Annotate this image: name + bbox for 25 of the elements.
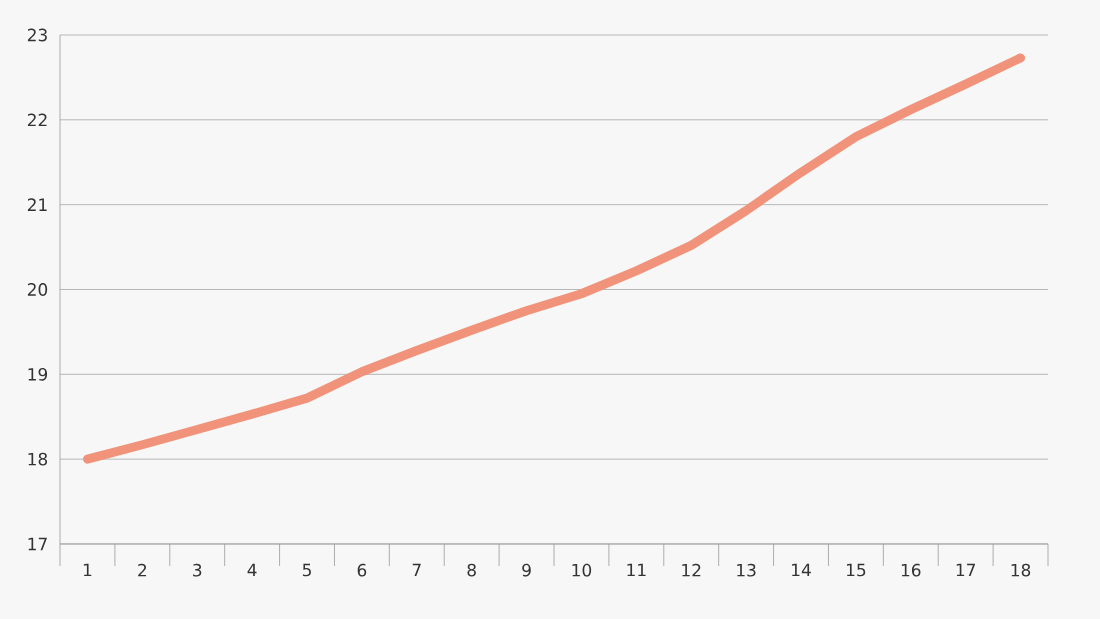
x-tick-label: 16 [901,563,921,577]
x-tick-label: 7 [412,563,421,577]
x-tick-label: 14 [792,563,811,577]
x-tick-label: 11 [627,563,646,577]
y-tick-label: 19 [28,367,48,381]
x-tick-label: 10 [572,563,592,577]
x-tick-label: 17 [956,563,975,577]
y-tick-label: 22 [27,113,47,127]
y-tick-label: 17 [28,537,47,551]
x-tick-label: 5 [302,563,311,577]
x-tick-label: 6 [357,563,367,577]
x-tick-label: 15 [846,563,866,577]
x-tick-label: 1 [83,563,92,577]
y-tick-label: 23 [27,28,47,42]
x-tick-label: 12 [682,563,701,577]
x-tick-label: 4 [247,563,257,577]
x-tick-label: 8 [467,563,476,577]
x-tick-label: 3 [193,563,202,577]
y-tick-label: 21 [27,198,47,211]
y-tick-label: 18 [28,452,48,466]
x-tick-label: 9 [522,563,531,577]
x-tick-label: 13 [737,563,756,577]
x-tick-label: 2 [138,563,147,577]
x-tick-label: 18 [1011,563,1031,577]
y-tick-label: 20 [27,283,48,296]
